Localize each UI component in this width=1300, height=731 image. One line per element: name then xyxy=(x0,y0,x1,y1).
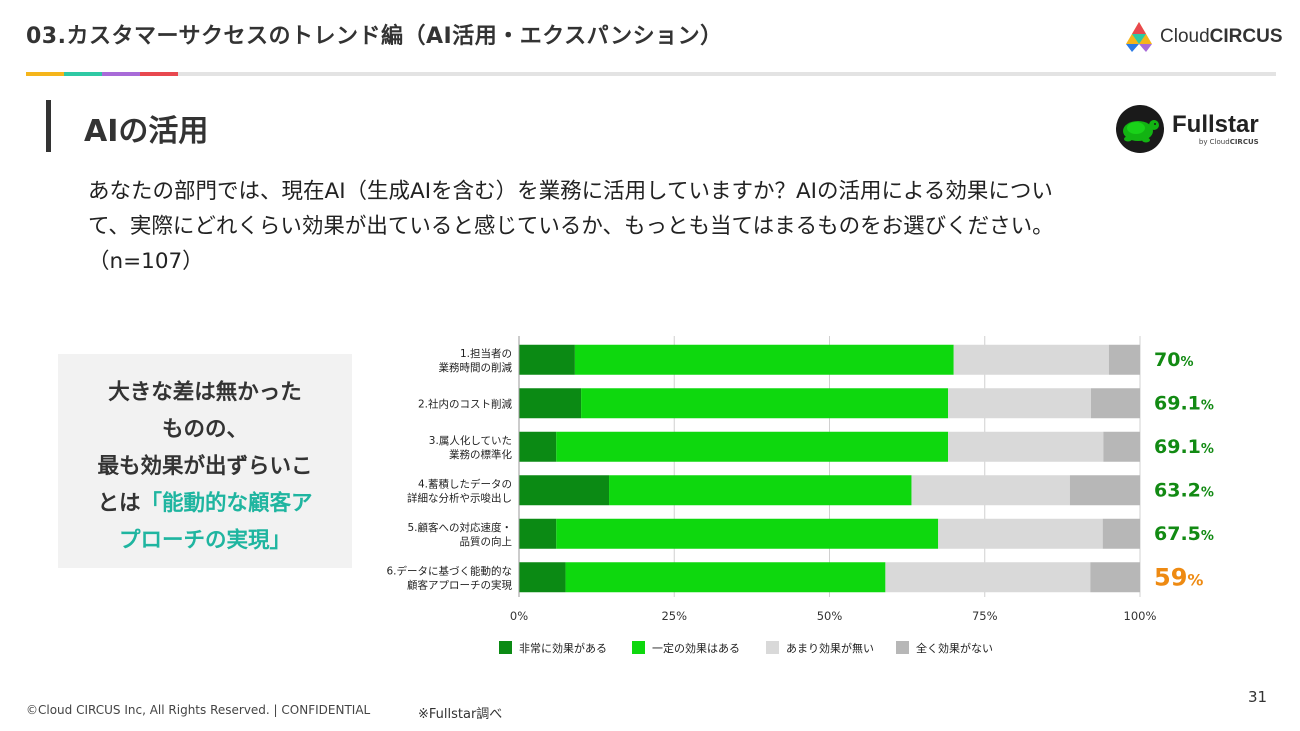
total-unit: % xyxy=(1180,355,1193,370)
total-label: 69.1% xyxy=(1154,436,1214,458)
legend-label: 一定の効果はある xyxy=(652,641,740,655)
bar-segment xyxy=(953,344,1109,375)
legend-swatch xyxy=(766,641,779,654)
footer-copyright: ©Cloud CIRCUS Inc, All Rights Reserved. … xyxy=(26,703,371,717)
category-label: 1.担当者の xyxy=(460,347,512,360)
fullstar-logo: Fullstar by CloudCIRCUS xyxy=(1114,104,1259,154)
x-tick-label: 50% xyxy=(817,609,843,623)
legend-swatch xyxy=(896,641,909,654)
total-label: 67.5% xyxy=(1154,523,1214,545)
total-label: 70% xyxy=(1154,349,1193,371)
header-accent-bar xyxy=(26,72,178,76)
bar-segment xyxy=(565,562,886,593)
x-tick-label: 75% xyxy=(972,609,998,623)
bar-segment xyxy=(609,475,912,506)
question-line-1: あなたの部門では、現在AI（生成AIを含む）を業務に活用していますか？AIの活用… xyxy=(88,179,1053,204)
category-label: 詳細な分析や示唆出し xyxy=(407,491,512,504)
category-label: 顧客アプローチの実現 xyxy=(407,578,512,591)
brand-name: CloudCIRCUS xyxy=(1160,26,1283,47)
bar-segment xyxy=(1102,518,1140,549)
callout-highlight-a: 「能動的な顧客ア xyxy=(140,491,313,516)
category-label: 2.社内のコスト削減 xyxy=(418,397,513,410)
bar-segment xyxy=(519,388,582,419)
turtle-logo-icon xyxy=(1116,105,1164,153)
legend-swatch xyxy=(499,641,512,654)
callout-line-4: とは「能動的な顧客ア xyxy=(97,491,313,516)
bar-segment xyxy=(581,388,949,419)
bar-segment xyxy=(948,431,1104,462)
bar-segment xyxy=(1090,562,1140,593)
fullstar-sub: by CloudCIRCUS xyxy=(1198,138,1259,146)
x-tick-label: 0% xyxy=(510,609,528,623)
total-unit: % xyxy=(1201,485,1214,500)
total-unit: % xyxy=(1201,442,1214,457)
bar-segment xyxy=(1103,431,1140,462)
bar-segment xyxy=(519,344,575,375)
bar-segment xyxy=(574,344,954,375)
bar-segment xyxy=(885,562,1091,593)
section-title: AIの活用 xyxy=(84,114,209,149)
cloudcircus-brand: CloudCIRCUS xyxy=(1122,20,1283,54)
header-title: 03.カスタマーサクセスのトレンド編（AI活用・エクスパンション） xyxy=(26,24,723,49)
legend-label: あまり効果が無い xyxy=(786,641,874,655)
callout-line-1: 大きな差は無かった xyxy=(108,380,302,405)
section-bar xyxy=(46,100,51,152)
legend-label: 全く効果がない xyxy=(916,641,993,655)
accent-segment-purple xyxy=(102,72,140,76)
total-unit: % xyxy=(1201,398,1214,413)
category-label: 品質の向上 xyxy=(460,535,513,548)
category-label: 4.蓄積したデータの xyxy=(418,477,512,490)
bar-segment xyxy=(519,518,557,549)
category-label: 3.属人化していた xyxy=(429,434,512,447)
fullstar-name: Fullstar xyxy=(1172,111,1259,138)
category-label: 6.データに基づく能動的な xyxy=(386,564,512,577)
bar-segment xyxy=(911,475,1070,506)
callout-line-5: プローチの実現」 xyxy=(118,528,291,553)
key-insight-callout: 大きな差は無かった ものの、 最も効果が出ずらいこ とは「能動的な顧客ア プロー… xyxy=(58,354,352,568)
callout-line-3: 最も効果が出ずらいこ xyxy=(97,454,313,479)
callout-line-2: ものの、 xyxy=(161,417,248,442)
x-tick-label: 100% xyxy=(1124,609,1157,623)
legend-label: 非常に効果がある xyxy=(519,641,607,655)
footer-source: ※Fullstar調べ xyxy=(418,707,503,722)
bar-segment xyxy=(519,431,557,462)
accent-segment-teal xyxy=(64,72,102,76)
bar-segment xyxy=(519,562,566,593)
accent-segment-red xyxy=(140,72,178,76)
bar-segment xyxy=(948,388,1091,419)
x-tick-label: 25% xyxy=(661,609,687,623)
bar-segment xyxy=(938,518,1103,549)
legend-swatch xyxy=(632,641,645,654)
page-number: 31 xyxy=(1248,688,1268,706)
bar-segment xyxy=(1090,388,1140,419)
total-label: 69.1% xyxy=(1154,392,1214,414)
total-unit: % xyxy=(1187,570,1203,589)
total-unit: % xyxy=(1201,529,1214,544)
accent-segment-yellow xyxy=(26,72,64,76)
category-label: 業務時間の削減 xyxy=(439,361,513,374)
category-label: 業務の標準化 xyxy=(449,448,512,461)
question-line-3: （n=107） xyxy=(88,249,204,274)
question-line-2: て、実際にどれくらい効果が出ていると感じているか、もっとも当てはまるものをお選び… xyxy=(88,214,1054,239)
bar-segment xyxy=(556,518,939,549)
bar-segment xyxy=(556,431,949,462)
bar-segment xyxy=(519,475,610,506)
total-label: 63.2% xyxy=(1154,479,1214,501)
bar-segment xyxy=(1069,475,1140,506)
total-label: 59% xyxy=(1154,563,1203,591)
cloudcircus-logo-icon xyxy=(1126,22,1152,52)
category-label: 5.顧客への対応速度・ xyxy=(407,521,512,534)
bar-segment xyxy=(1108,344,1140,375)
survey-question: あなたの部門では、現在AI（生成AIを含む）を業務に活用していますか？AIの活用… xyxy=(88,174,1258,279)
header-rule xyxy=(26,72,1276,76)
